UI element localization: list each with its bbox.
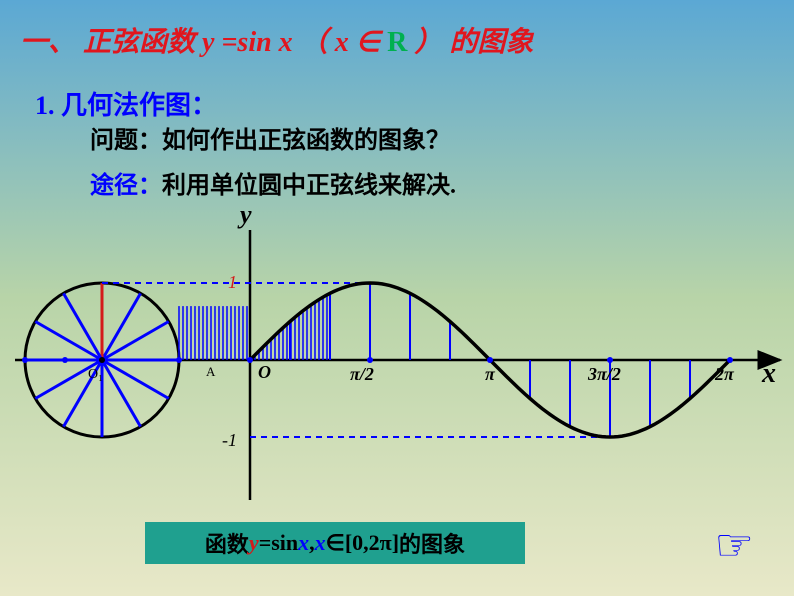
label-x: x bbox=[761, 358, 776, 389]
label-neg-one: -1 bbox=[222, 430, 237, 450]
section-num: 1. bbox=[35, 91, 55, 120]
title-eq: =sin bbox=[221, 27, 271, 58]
title-x1: x bbox=[279, 27, 293, 58]
approach-label: 途径： bbox=[90, 173, 162, 199]
cap-t1: 函数 bbox=[205, 527, 249, 559]
slide-title: 一、 正弦函数 y =sin x （ x ∈ R ） 的图象 bbox=[20, 20, 533, 60]
pointer-hand-icon: ☞ bbox=[715, 520, 754, 571]
tick-pi2: π/2 bbox=[350, 364, 374, 384]
title-paren-close: ） bbox=[414, 27, 442, 58]
caption-box: 函数 y =sin x , x ∈ [0,2π] 的图象 bbox=[145, 522, 525, 564]
dense-vlines bbox=[179, 295, 327, 360]
title-text1: 正弦函数 bbox=[83, 27, 202, 58]
tick-pi: π bbox=[485, 364, 496, 384]
section-heading: 1. 几何法作图： bbox=[35, 85, 217, 122]
tick-3pi2: 3π/2 bbox=[587, 364, 621, 384]
label-one: 1 bbox=[228, 272, 237, 292]
cap-t9: 的图象 bbox=[399, 527, 465, 559]
section-label-text: 几何法作图： bbox=[61, 91, 217, 120]
title-x2: x bbox=[335, 27, 349, 58]
label-a: A bbox=[206, 364, 216, 379]
question-label: 问题： bbox=[90, 128, 162, 154]
label-origin: O bbox=[258, 362, 271, 382]
cap-t7: ∈ bbox=[326, 530, 345, 556]
cap-t6: x bbox=[315, 530, 326, 556]
label-o1: O₁ bbox=[88, 367, 103, 382]
approach-text: 利用单位圆中正弦线来解决. bbox=[162, 173, 456, 199]
approach-row: 途径：利用单位圆中正弦线来解决. bbox=[90, 165, 456, 200]
question-text: 如何作出正弦函数的图象？ bbox=[162, 128, 450, 154]
title-R: R bbox=[387, 27, 407, 58]
tick-2pi: 2π bbox=[714, 364, 735, 384]
title-prefix: 一、 bbox=[20, 27, 76, 58]
title-paren-open: （ bbox=[300, 27, 328, 58]
y-axis-label: y bbox=[240, 200, 252, 230]
title-in: ∈ bbox=[356, 27, 380, 58]
title-y: y bbox=[202, 27, 214, 58]
title-text2: 的图象 bbox=[449, 27, 533, 58]
sine-diagram: 1 -1 O O₁ A x π/2 π 3π/2 2π bbox=[10, 230, 790, 510]
cap-t4: x bbox=[298, 530, 309, 556]
question-row: 问题：如何作出正弦函数的图象？ bbox=[90, 120, 450, 155]
cap-t3: =sin bbox=[259, 530, 298, 556]
circle-center-dot bbox=[99, 357, 105, 363]
cap-t2: y bbox=[249, 530, 259, 556]
cap-t8: [0,2π] bbox=[345, 530, 399, 556]
